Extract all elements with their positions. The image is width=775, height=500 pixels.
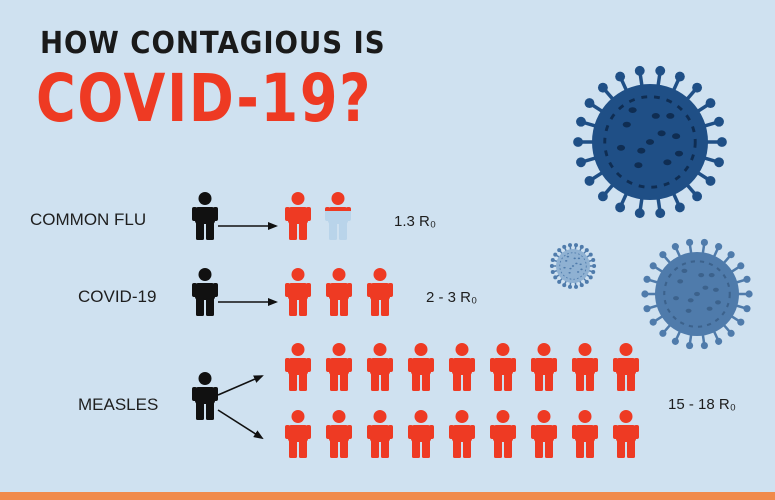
- virus-large-icon: [573, 65, 727, 219]
- infected-person-measles-12: [367, 410, 393, 458]
- infected-person-measles-7: [531, 343, 557, 391]
- infected-person-measles-1: [285, 343, 311, 391]
- infected-person-measles-11: [326, 410, 352, 458]
- row-rate-covid-19: 2 - 3 R₀: [426, 289, 478, 306]
- infected-person-measles-14: [449, 410, 475, 458]
- infected-person-measles-17: [572, 410, 598, 458]
- row-rate-common-flu: 1.3 R₀: [394, 213, 437, 230]
- source-person-measles: [192, 372, 218, 420]
- infected-person-measles-18: [613, 410, 639, 458]
- infected-person-covid-1: [285, 268, 311, 316]
- arrow-measles-lower: [217, 409, 264, 440]
- infected-person-measles-9: [613, 343, 639, 391]
- title-line-2: COVID-19?: [36, 60, 373, 137]
- infected-person-measles-10: [285, 410, 311, 458]
- infected-person-measles-3: [367, 343, 393, 391]
- infected-person-flu-2: [325, 192, 351, 240]
- infected-person-measles-6: [490, 343, 516, 391]
- infected-person-measles-2: [326, 343, 352, 391]
- source-person-common-flu: [192, 192, 218, 240]
- row-rate-measles: 15 - 18 R₀: [668, 396, 736, 413]
- row-label-measles: MEASLES: [78, 395, 159, 414]
- infected-person-covid-2: [326, 268, 352, 316]
- arrow-measles-upper: [217, 375, 264, 396]
- infected-person-measles-16: [531, 410, 557, 458]
- source-person-covid-19: [192, 268, 218, 316]
- infected-person-measles-8: [572, 343, 598, 391]
- infected-person-measles-4: [408, 343, 434, 391]
- infected-person-covid-3: [367, 268, 393, 316]
- infected-person-measles-5: [449, 343, 475, 391]
- infected-person-flu-1: [285, 192, 311, 240]
- row-label-covid-19: COVID-19: [78, 287, 157, 306]
- infected-person-measles-15: [490, 410, 516, 458]
- title-line-1: HOW CONTAGIOUS IS: [40, 26, 386, 61]
- virus-small-icon: [549, 243, 597, 289]
- row-label-common-flu: COMMON FLU: [30, 210, 147, 229]
- footer-bar: [0, 492, 775, 500]
- infected-person-measles-13: [408, 410, 434, 458]
- virus-medium-icon: [641, 238, 753, 350]
